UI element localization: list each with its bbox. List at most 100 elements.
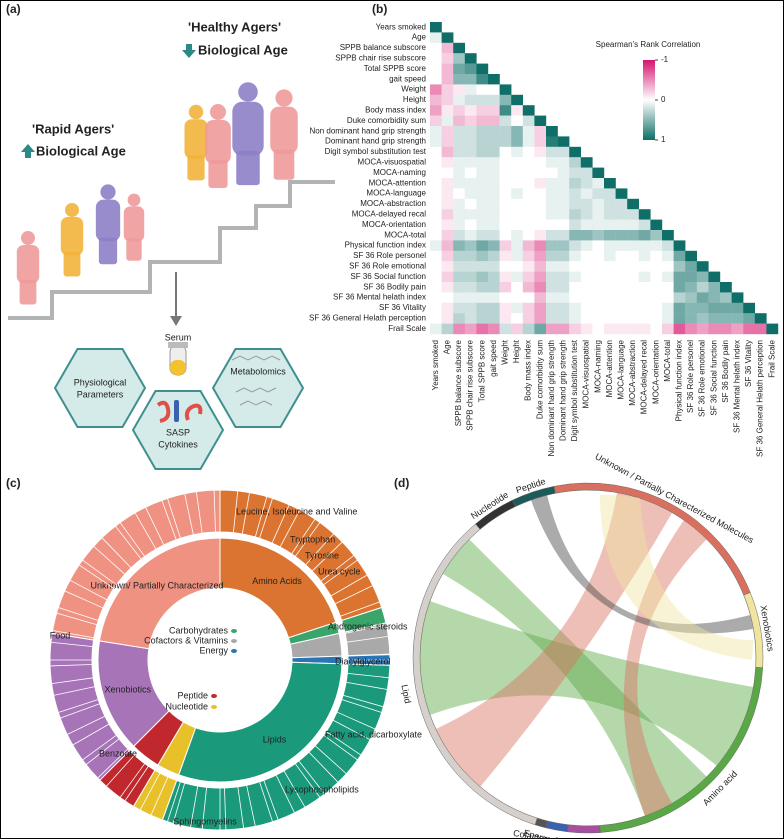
hexagon-label: Cytokines <box>158 439 198 449</box>
heatmap-cell <box>430 167 442 179</box>
heatmap-cell <box>464 188 477 199</box>
healthy-subtitle: Biological Age <box>198 42 288 57</box>
heatmap-cell <box>615 261 628 272</box>
heatmap-cell <box>488 282 500 293</box>
heatmap-cell <box>511 292 523 303</box>
x-tick-label: SF 36 Mental helath index <box>733 340 742 433</box>
heatmap-cell <box>685 313 697 324</box>
outer-divider <box>323 734 358 761</box>
heatmap-cell <box>604 209 616 220</box>
heatmap-cell <box>430 22 442 33</box>
heatmap-cell <box>604 230 616 241</box>
heatmap-cell <box>464 105 477 116</box>
heatmap-cell <box>499 323 512 335</box>
heatmap-cell <box>557 292 570 303</box>
heatmap-cell <box>499 271 512 283</box>
outer-divider <box>246 785 256 827</box>
heatmap-cell <box>453 157 465 168</box>
person-body <box>123 206 145 242</box>
heatmap-cell <box>488 323 500 335</box>
panel-label: (a) <box>6 2 21 16</box>
heatmap-cell <box>464 198 477 210</box>
outer-divider <box>195 491 203 534</box>
heatmap-cell <box>650 323 663 335</box>
heatmap-cell <box>580 209 593 220</box>
y-tick-label: SPPB chair rise subscore <box>335 54 426 63</box>
heatmap-cell <box>592 219 605 231</box>
heatmap-cell <box>534 126 547 137</box>
heatmap-cell <box>534 271 547 283</box>
legend-swatch <box>211 705 217 709</box>
heatmap-cell <box>476 219 489 231</box>
x-tick-label: Years smoked <box>431 340 440 390</box>
heatmap-cell <box>638 219 651 231</box>
chord-label: Lipid <box>399 684 413 705</box>
colorbar-title: Spearman's Rank Correlation <box>596 40 701 49</box>
heatmap-cell <box>743 313 755 324</box>
heatmap-cell <box>650 230 663 241</box>
heatmap-cell <box>441 126 454 137</box>
segment-label: Amino Acids <box>252 576 302 586</box>
heatmap-cell <box>592 302 605 314</box>
heatmap-cell <box>592 230 605 241</box>
heatmap-cell <box>580 178 593 189</box>
heatmap-cell <box>604 302 616 314</box>
heatmap-cell <box>662 313 674 324</box>
heatmap-cell <box>615 250 628 262</box>
heatmap-cell <box>534 178 547 189</box>
heatmap-cell <box>592 261 605 272</box>
outer-divider <box>259 781 273 822</box>
y-tick-label: MOCA-total <box>384 230 426 239</box>
heatmap-cell <box>604 261 616 272</box>
heatmap-cell <box>650 261 663 272</box>
heatmap-cell <box>464 302 477 314</box>
arrow-down <box>182 44 196 58</box>
x-tick-label: MOCA-language <box>617 339 626 399</box>
outer-divider <box>213 490 216 533</box>
heatmap-cell <box>499 292 512 303</box>
heatmap-cell <box>731 323 744 335</box>
outer-divider <box>56 612 98 626</box>
outer-divider <box>323 559 358 586</box>
y-tick-label: Years smoked <box>376 22 426 31</box>
molecule-icons <box>231 355 281 406</box>
heatmap-cell <box>441 271 454 283</box>
heatmap-cell <box>430 240 442 251</box>
y-tick-label: Physical function index <box>345 241 426 250</box>
outer-divider <box>259 498 273 539</box>
heatmap-cell <box>430 53 442 64</box>
heatmap-cell <box>464 261 477 272</box>
outer-divider <box>294 763 321 798</box>
heatmap-cell <box>430 146 442 158</box>
hexagon <box>53 348 147 428</box>
heatmap-cell <box>453 209 465 220</box>
outer-divider <box>345 681 388 690</box>
y-tick-label: MOCA-abstraction <box>360 199 426 208</box>
heatmap-cell <box>488 302 500 314</box>
outer-divider <box>254 496 268 538</box>
heatmap-cell <box>476 313 489 324</box>
chord-ribbons <box>420 493 754 816</box>
legend-swatch <box>231 629 237 633</box>
heatmap-cell <box>453 292 465 303</box>
outer-divider <box>330 574 368 597</box>
heatmap-cell <box>534 323 547 335</box>
heatmap-cell <box>464 240 477 251</box>
heatmap-cell <box>488 146 500 158</box>
heatmap-cell <box>499 261 512 272</box>
healthy-title: 'Healthy Agers' <box>188 19 281 34</box>
outer-divider <box>275 774 295 813</box>
outer-divider <box>93 545 126 575</box>
heatmap-cell <box>464 146 477 158</box>
heatmap-cell <box>488 84 500 95</box>
heatmap-cell <box>546 198 558 210</box>
outer-divider <box>51 677 94 685</box>
heatmap-cell <box>696 261 709 272</box>
heatmap-cell <box>627 313 639 324</box>
heatmap-cell <box>453 282 465 293</box>
legend-swatch <box>231 649 237 653</box>
heatmap-cell <box>708 292 721 303</box>
heatmap-cell <box>546 323 558 335</box>
heatmap-cell <box>546 240 558 251</box>
heatmap-cell <box>476 115 489 127</box>
